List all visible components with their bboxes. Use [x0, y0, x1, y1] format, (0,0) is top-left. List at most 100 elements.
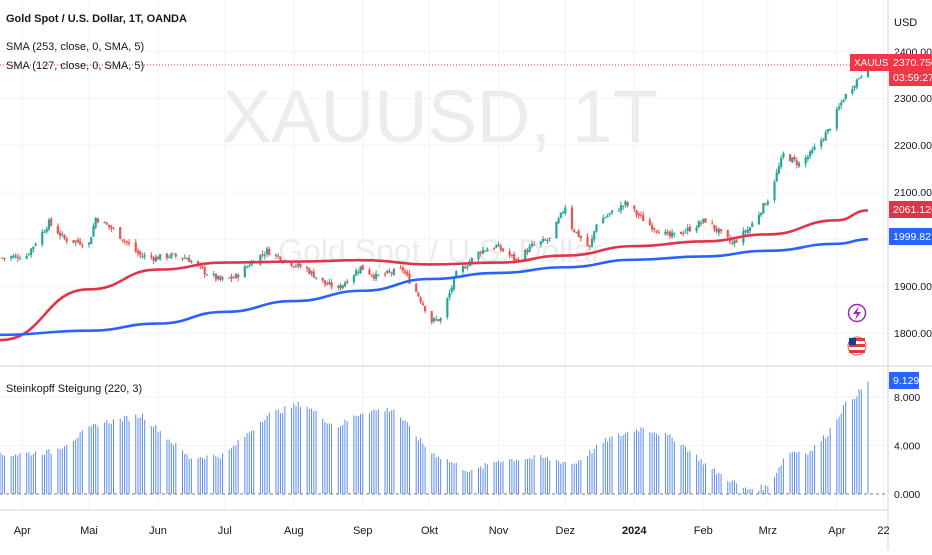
candle-body	[575, 231, 578, 233]
candle-body	[183, 257, 186, 259]
candle-body	[32, 246, 35, 250]
candle-body	[354, 270, 358, 276]
us-flag-icon[interactable]	[847, 336, 867, 356]
symbol-badge-label: XAUUSD	[854, 58, 896, 69]
candle-body	[577, 230, 580, 237]
candle-body	[323, 280, 327, 285]
candle-body	[399, 267, 402, 269]
time-tick-label: Apr	[828, 525, 845, 537]
candle-body	[508, 251, 511, 256]
candle-body	[501, 248, 505, 252]
candle-body	[635, 210, 638, 215]
candle-body	[259, 254, 262, 265]
candle-body	[94, 217, 97, 228]
candle-body	[666, 231, 669, 233]
candle-body	[170, 253, 173, 258]
sma-253-line	[0, 209, 869, 342]
candle-body	[50, 218, 53, 226]
candle-body	[642, 214, 645, 222]
candle-body	[154, 256, 157, 262]
candle-body	[190, 261, 193, 263]
candle-body	[72, 240, 75, 243]
candle-body	[780, 157, 783, 167]
last-price-badge-bg	[889, 54, 932, 86]
candle-body	[668, 231, 671, 237]
candle-body	[292, 266, 295, 268]
candle-body	[268, 249, 271, 256]
chart-title[interactable]: Gold Spot / U.S. Dollar, 1T, OANDA	[6, 13, 187, 25]
candle-body	[141, 256, 144, 258]
candle-body	[368, 269, 371, 275]
candle-body	[595, 224, 598, 232]
candle-body	[265, 248, 269, 254]
candle-body	[47, 219, 51, 230]
candle-body	[314, 277, 318, 279]
candle-body	[671, 232, 674, 237]
candle-body	[432, 318, 436, 322]
watermark-symbol: XAUUSD, 1T	[222, 75, 658, 158]
candle-body	[228, 277, 231, 279]
candle-body	[386, 270, 389, 274]
legend-sma-127[interactable]: SMA (127, close, 0, SMA, 5)	[6, 60, 145, 72]
time-tick-label: Dez	[556, 525, 576, 537]
candle-body	[172, 253, 175, 255]
indicator-gridlines	[0, 396, 888, 446]
candle-body	[495, 245, 498, 248]
candle-body	[248, 266, 251, 268]
candle-body	[16, 256, 19, 259]
candle-body	[481, 249, 485, 254]
candle-body	[492, 248, 496, 250]
candle-body	[61, 233, 64, 235]
sma-253-badge: 2061.126	[889, 201, 932, 218]
legend-indicator[interactable]: Steinkopff Steigung (220, 3)	[6, 383, 143, 395]
indicator-badge-value: 9.129	[893, 375, 919, 387]
candle-body	[290, 261, 293, 266]
candle-body	[245, 266, 249, 268]
candle-body	[437, 319, 440, 322]
candle-body	[196, 261, 200, 266]
indicator-axis[interactable]: 8.000 4.000 0.000	[894, 392, 920, 501]
candle-body	[3, 257, 6, 259]
candle-body	[604, 217, 607, 219]
candle-body	[339, 285, 342, 289]
price-tick-label: 2200.000	[894, 140, 932, 152]
flash-icon[interactable]	[847, 303, 867, 323]
currency-label[interactable]: USD	[894, 17, 917, 29]
candle-body	[112, 228, 115, 230]
candle-body	[637, 213, 640, 216]
candle-body	[673, 232, 676, 234]
time-axis[interactable]: Apr Mai Jun Jul Aug Sep Okt Nov Dez 2024 Feb Mrz Apr…	[14, 525, 890, 537]
candle-body	[279, 256, 282, 262]
candle-body	[221, 277, 224, 280]
candle-body	[593, 231, 596, 240]
candle-body	[555, 221, 558, 239]
candle-body	[820, 140, 823, 147]
candle-body	[308, 268, 311, 274]
candle-body	[375, 273, 378, 279]
candle-body	[648, 219, 651, 226]
candle-body	[697, 221, 700, 228]
candle-body	[731, 242, 734, 244]
legend-sma-253[interactable]: SMA (253, close, 0, SMA, 5)	[6, 41, 145, 53]
candle-body	[419, 297, 422, 303]
candle-body	[136, 250, 140, 254]
candle-body	[408, 273, 411, 284]
time-tick-label: Aug	[284, 525, 304, 537]
sma-127-badge-value: 1999.827	[893, 231, 932, 243]
candle-body	[174, 254, 177, 257]
last-price-value: 2370.750	[893, 57, 932, 69]
candle-body	[822, 139, 825, 141]
price-axis[interactable]: 2400.0002300.0002200.0002100.0001900.000…	[894, 46, 932, 340]
candle-body	[119, 227, 122, 239]
candle-body	[212, 274, 215, 276]
candle-body	[383, 273, 387, 275]
candle-body	[159, 254, 162, 260]
candle-body	[337, 285, 340, 288]
candle-body	[699, 222, 703, 224]
candle-body	[866, 68, 870, 78]
candle-body	[682, 233, 685, 235]
candle-body	[853, 86, 856, 89]
candle-body	[12, 255, 15, 258]
candle-body	[74, 240, 77, 243]
